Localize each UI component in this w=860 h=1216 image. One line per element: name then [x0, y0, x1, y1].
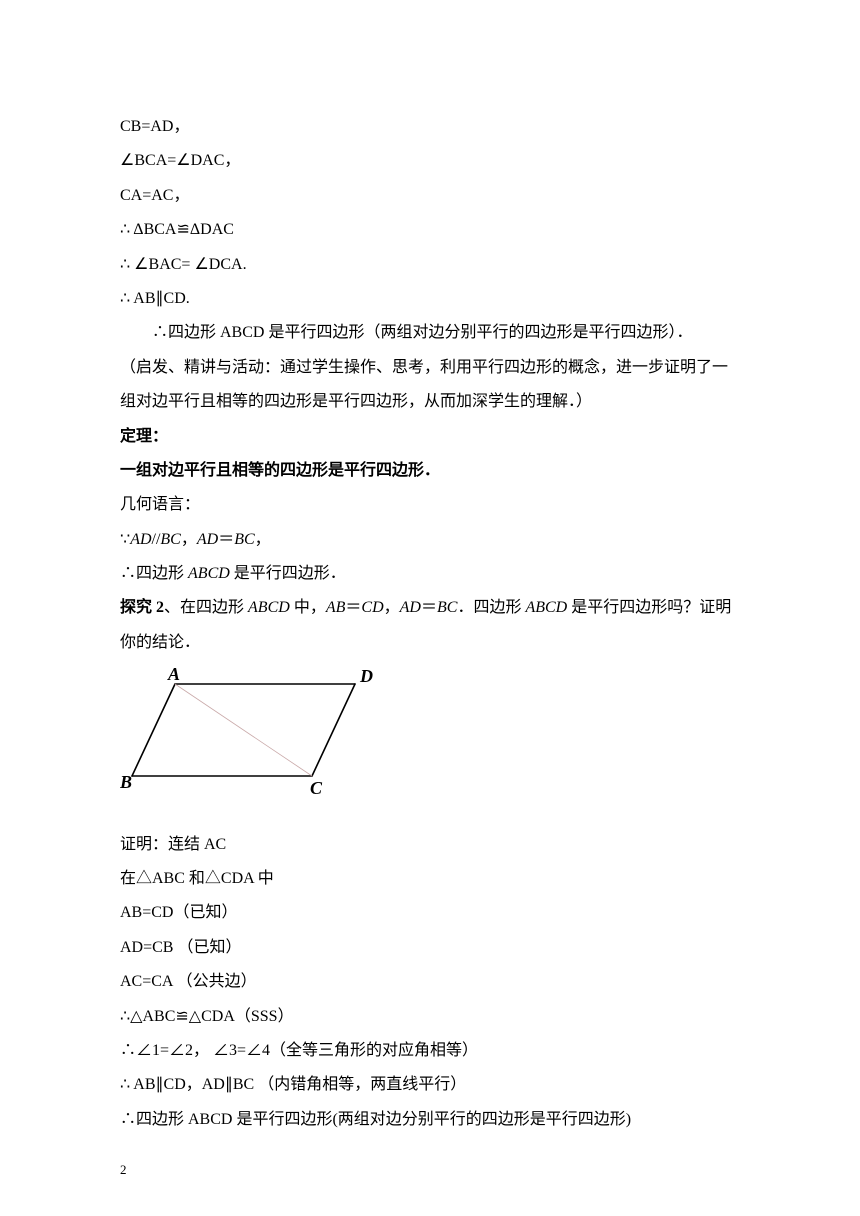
- punct: ，: [384, 599, 400, 616]
- proof-line: CB=AD，: [120, 110, 740, 144]
- var: ABCD: [188, 565, 230, 582]
- punct: ，: [255, 531, 271, 548]
- proof-line: AB=CD（已知）: [120, 896, 740, 930]
- var: BC: [234, 531, 254, 548]
- conclusion-line: ∴四边形 ABCD 是平行四边形（两组对边分别平行的四边形是平行四边形）．: [120, 316, 740, 350]
- var: BC: [160, 531, 180, 548]
- var: BC: [437, 599, 457, 616]
- proof-line: 证明：连结 AC: [120, 828, 740, 862]
- text: 中，: [290, 599, 326, 616]
- proof-line: ∴ AB∥CD.: [120, 282, 740, 316]
- proof-line: ∴ AB∥CD，AD∥BC （内错角相等，两直线平行）: [120, 1068, 740, 1102]
- svg-text:C: C: [310, 778, 323, 798]
- proof-line: AC=CA （公共边）: [120, 965, 740, 999]
- parallelogram-svg: A D B C: [120, 666, 390, 806]
- geom-conclusion: ∴四边形 ABCD 是平行四边形．: [120, 557, 740, 591]
- op: ＝: [421, 599, 437, 616]
- text: 是平行四边形．: [230, 565, 346, 582]
- therefore-text: ∴四边形: [120, 565, 188, 582]
- proof-line: 在△ABC 和△CDA 中: [120, 862, 740, 896]
- because-symbol: ∵: [120, 531, 130, 548]
- svg-text:D: D: [359, 666, 373, 686]
- page-number: 2: [120, 1162, 127, 1178]
- op: ＝: [345, 599, 361, 616]
- text: ．四边形: [457, 599, 525, 616]
- proof-line: AD=CB （已知）: [120, 931, 740, 965]
- svg-text:A: A: [167, 666, 180, 684]
- var: AD: [197, 531, 218, 548]
- explore-num: 探究 2: [120, 599, 164, 616]
- proof-line: ∴∠1=∠2， ∠3=∠4（全等三角形的对应角相等）: [120, 1034, 740, 1068]
- theorem-label: 定理：: [120, 420, 740, 454]
- proof-line: ∴ ∠BAC= ∠DCA.: [120, 248, 740, 282]
- theorem-text: 一组对边平行且相等的四边形是平行四边形．: [120, 454, 740, 488]
- proof-line: CA=AC，: [120, 179, 740, 213]
- var: ABCD: [525, 599, 567, 616]
- var: AB: [326, 599, 346, 616]
- var: AD: [400, 599, 421, 616]
- geom-lang-label: 几何语言：: [120, 488, 740, 522]
- proof-line: ∠BCA=∠DAC，: [120, 144, 740, 178]
- proof-line: ∴△ABC≌△CDA（SSS）: [120, 1000, 740, 1034]
- var: ABCD: [248, 599, 290, 616]
- punct: ，: [181, 531, 197, 548]
- proof-line: ∴四边形 ABCD 是平行四边形(两组对边分别平行的四边形是平行四边形): [120, 1103, 740, 1137]
- text: 、在四边形: [164, 599, 248, 616]
- svg-text:B: B: [120, 772, 132, 792]
- proof-line: ∴ ΔBCA≌ΔDAC: [120, 213, 740, 247]
- document-body: CB=AD， ∠BCA=∠DAC， CA=AC， ∴ ΔBCA≌ΔDAC ∴ ∠…: [120, 110, 740, 1137]
- explain-paragraph: （启发、精讲与活动：通过学生操作、思考，利用平行四边形的概念，进一步证明了一组对…: [120, 351, 740, 420]
- geom-premise: ∵AD//BC，AD＝BC，: [120, 523, 740, 557]
- parallelogram-figure: A D B C: [120, 666, 740, 819]
- var: AD: [130, 531, 151, 548]
- op: ＝: [218, 531, 234, 548]
- explore-heading: 探究 2、在四边形 ABCD 中，AB＝CD，AD＝BC．四边形 ABCD 是平…: [120, 591, 740, 660]
- var: CD: [361, 599, 383, 616]
